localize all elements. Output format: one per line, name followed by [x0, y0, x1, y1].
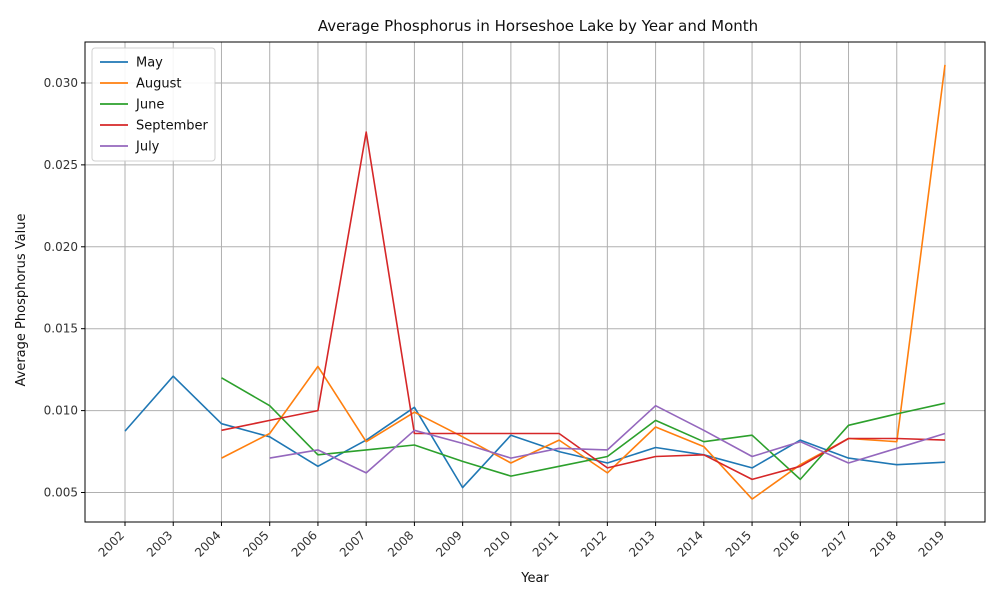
y-tick-label: 0.030: [44, 76, 78, 90]
legend-label-august: August: [136, 77, 182, 92]
y-tick-label: 0.005: [44, 486, 78, 500]
chart-title: Average Phosphorus in Horseshoe Lake by …: [318, 17, 758, 35]
series-line-may: [124, 375, 946, 489]
legend-label-june: June: [135, 98, 164, 113]
y-axis-label: Average Phosphorus Value: [14, 214, 29, 387]
y-tick-label: 0.020: [44, 240, 78, 254]
y-tick-label: 0.015: [44, 322, 78, 336]
x-axis-label: Year: [520, 571, 549, 586]
plot-area: [84, 41, 986, 523]
legend-label-september: September: [136, 119, 209, 134]
legend-label-may: May: [136, 56, 163, 71]
y-tick-label: 0.010: [44, 404, 78, 418]
y-tick-label: 0.025: [44, 158, 78, 172]
series-lines: [124, 64, 946, 500]
series-line-july: [269, 404, 946, 474]
legend: May August June September July: [91, 47, 216, 162]
legend-box: [91, 47, 216, 162]
grid: [85, 42, 985, 522]
legend-label-july: July: [135, 140, 160, 155]
